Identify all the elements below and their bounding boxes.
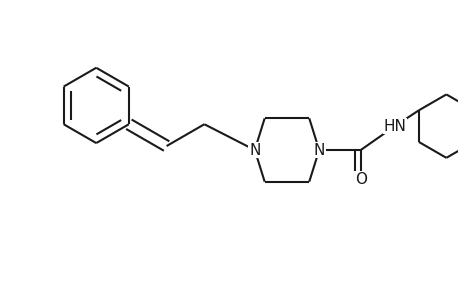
Text: N: N <box>248 142 260 158</box>
Text: O: O <box>354 172 366 187</box>
Text: N: N <box>313 142 324 158</box>
Text: HN: HN <box>383 118 405 134</box>
